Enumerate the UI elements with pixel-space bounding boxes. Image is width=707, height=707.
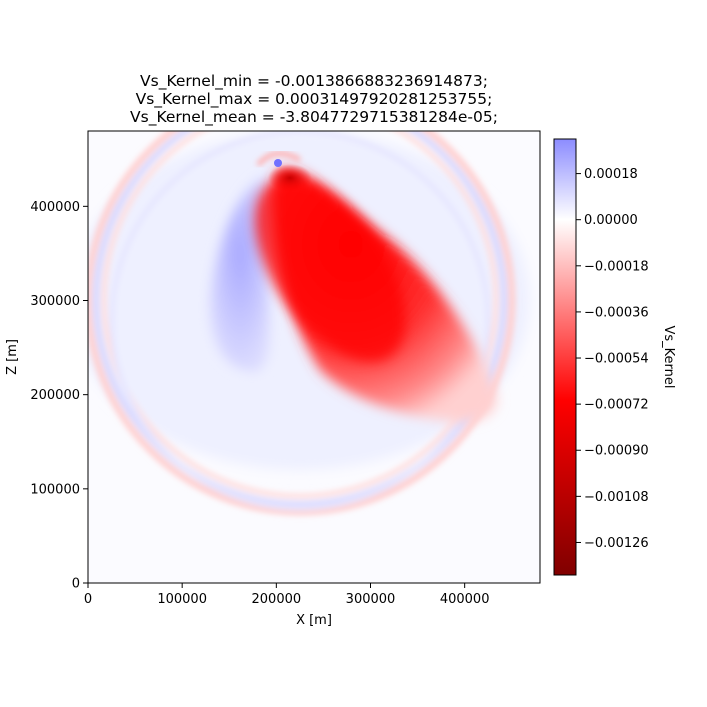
title-line-2: Vs_Kernel_max = 0.00031497920281253755; [136, 90, 493, 109]
ring-inner-red [101, 131, 499, 499]
x-tick-label: 200000 [252, 592, 302, 607]
y-axis-ticks: 0 100000 200000 300000 400000 [30, 200, 88, 592]
y-axis-label: Z [m] [5, 339, 20, 375]
x-tick-label: 400000 [440, 592, 490, 607]
colorbar-tick-label: −0.00126 [584, 536, 649, 551]
colorbar [553, 138, 577, 576]
x-tick-label: 300000 [346, 592, 396, 607]
negative-core [254, 178, 406, 362]
x-axis-ticks: 0 100000 200000 300000 400000 [84, 583, 490, 607]
chart-title: Vs_Kernel_min = -0.0013866883236914873; … [130, 72, 498, 127]
colorbar-tick-label: −0.00072 [584, 398, 649, 413]
colorbar-tick-label: −0.00054 [584, 352, 649, 367]
y-tick-label: 0 [72, 577, 80, 592]
y-tick-label: 300000 [30, 294, 80, 309]
source-arc [256, 151, 302, 167]
colorbar-ticks: 0.00018 0.00000 −0.00018 −0.00036 −0.00054 −0… [576, 167, 649, 551]
colorbar-tick-label: −0.00090 [584, 444, 649, 459]
ring-outer-red [88, 131, 516, 516]
title-line-1: Vs_Kernel_min = -0.0013866883236914873; [140, 72, 488, 91]
wavefront-rings [88, 131, 516, 516]
y-tick-label: 400000 [30, 200, 80, 215]
colorbar-tick-label: −0.00018 [584, 259, 649, 274]
colorbar-tick-label: −0.00036 [584, 305, 649, 320]
colorbar-tick-label: 0.00000 [584, 213, 638, 228]
plot-frame [87, 130, 541, 584]
y-tick-label: 100000 [30, 482, 80, 497]
title-line-3: Vs_Kernel_mean = -3.8047729715381284e-05… [130, 108, 498, 127]
colorbar-tick-label: 0.00018 [584, 167, 638, 182]
colorbar-tick-label: −0.00108 [584, 490, 649, 505]
ring-outer-blue [93, 131, 507, 507]
x-tick-label: 100000 [157, 592, 207, 607]
source-point [274, 159, 282, 167]
colorbar-label: Vs_Kernel [661, 325, 676, 388]
x-tick-label: 0 [84, 592, 92, 607]
source-cap [268, 164, 312, 192]
ring-inner-blue [109, 131, 491, 511]
heatmap-field [88, 131, 540, 583]
x-axis-label: X [m] [296, 613, 332, 628]
y-tick-label: 200000 [30, 388, 80, 403]
